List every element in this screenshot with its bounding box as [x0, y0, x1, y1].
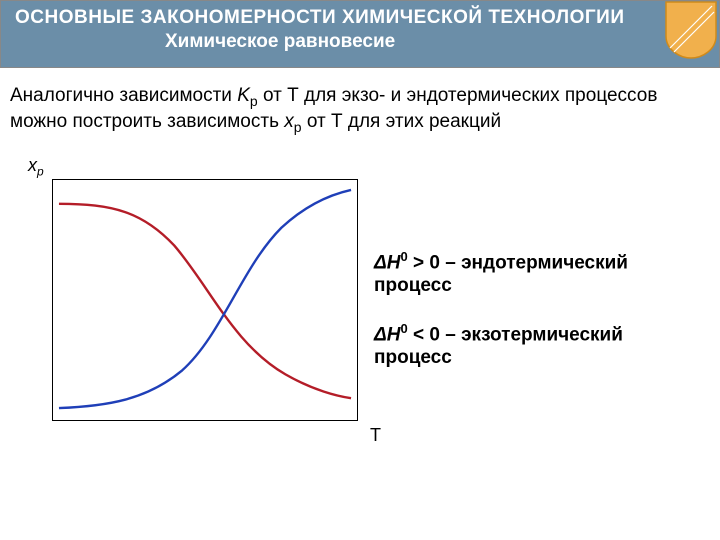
- exo-line2: процесс: [374, 347, 452, 368]
- intro-pre: Аналогично зависимости: [10, 85, 237, 106]
- ylabel-main: x: [28, 155, 37, 175]
- header-subtitle: Химическое равновесие: [165, 31, 705, 53]
- slide-header: ОСНОВНЫЕ ЗАКОНОМЕРНОСТИ ХИМИЧЕСКОЙ ТЕХНО…: [0, 0, 720, 68]
- annotation-exothermic: ΔH0 < 0 – экзотермический процесс: [374, 321, 623, 370]
- chart-region: xp T ΔH0 > 0 – эндотермический процесс Δ…: [38, 157, 678, 467]
- plot-box: [52, 179, 358, 421]
- curve-exothermic: [59, 203, 351, 397]
- exo-dh: ΔH: [374, 324, 400, 345]
- exo-sup: 0: [400, 321, 407, 336]
- intro-mid2: от Т для этих реакций: [302, 111, 502, 132]
- ylabel-sub: p: [37, 164, 44, 178]
- endo-cond: > 0 – эндотермический: [408, 252, 628, 273]
- y-axis-label: xp: [28, 155, 44, 179]
- intro-K-sub: р: [250, 93, 258, 109]
- curve-endothermic: [59, 190, 351, 408]
- annotation-endothermic: ΔH0 > 0 – эндотермический процесс: [374, 249, 628, 298]
- intro-x: x: [284, 111, 294, 132]
- header-title: ОСНОВНЫЕ ЗАКОНОМЕРНОСТИ ХИМИЧЕСКОЙ ТЕХНО…: [15, 7, 705, 29]
- endo-line2: процесс: [374, 275, 452, 296]
- endo-sup: 0: [400, 249, 407, 264]
- exo-cond: < 0 – экзотермический: [408, 324, 623, 345]
- intro-x-sub: р: [294, 119, 302, 135]
- intro-paragraph: Аналогично зависимости Kр от Т для экзо-…: [0, 68, 720, 147]
- shield-shape: [666, 2, 716, 58]
- corner-badge-icon: [662, 0, 720, 60]
- x-axis-label: T: [370, 425, 381, 446]
- intro-K: K: [237, 85, 250, 106]
- plot-svg: [53, 180, 357, 420]
- endo-dh: ΔH: [374, 252, 400, 273]
